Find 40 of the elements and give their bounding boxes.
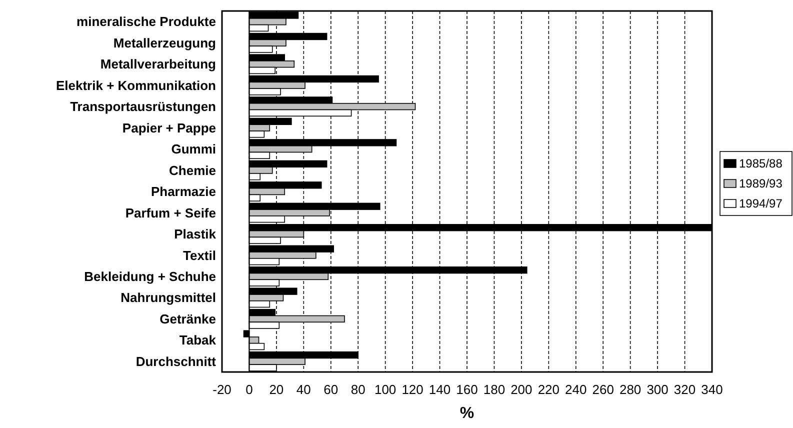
x-tick-label: 20 xyxy=(269,382,284,397)
y-tick-label: Gummi xyxy=(171,142,216,157)
x-tick-label: 140 xyxy=(428,382,451,397)
y-tick-label: Metallerzeugung xyxy=(113,35,216,50)
y-tick-label: Getränke xyxy=(160,311,216,326)
x-tick-label: 0 xyxy=(246,382,253,397)
x-tick-label: 220 xyxy=(538,382,560,397)
y-tick-label: Metallverarbeitung xyxy=(100,56,216,72)
x-tick-label: 60 xyxy=(324,382,338,397)
y-tick-label: Plastik xyxy=(174,226,217,242)
y-tick-label: Tabak xyxy=(179,332,217,348)
y-tick-label: Nahrungsmittel xyxy=(120,290,216,306)
x-tick-label: -20 xyxy=(212,382,232,397)
legend-label: 1989/93 xyxy=(739,176,783,190)
y-tick-label: Pharmazie xyxy=(150,184,216,200)
y-tick-label: Textil xyxy=(183,248,216,263)
y-tick-label: Parfum + Seife xyxy=(125,205,216,220)
x-tick-label: 80 xyxy=(350,382,366,397)
x-tick-label: 340 xyxy=(701,382,723,397)
legend-label: 1994/97 xyxy=(739,196,783,210)
y-tick-label: Elektrik + Kommunikation xyxy=(56,78,216,93)
x-tick-label: 40 xyxy=(296,382,311,397)
x-axis-title: % xyxy=(460,405,474,422)
x-tick-label: 100 xyxy=(374,382,396,397)
x-tick-label: 260 xyxy=(592,382,614,397)
y-tick-label: Chemie xyxy=(169,162,216,178)
y-tick-label: Transportausrüstungen xyxy=(70,99,216,114)
x-tick-label: 280 xyxy=(619,382,642,397)
x-tick-label: 300 xyxy=(646,382,668,397)
x-tick-label: 200 xyxy=(510,382,532,397)
x-tick-label: 160 xyxy=(456,382,478,397)
x-tick-label: 120 xyxy=(402,382,424,397)
x-tick-label: 180 xyxy=(483,382,506,397)
y-tick-label: mineralische Produkte xyxy=(76,14,216,30)
x-tick-label: 240 xyxy=(565,382,587,397)
legend-label: 1985/88 xyxy=(739,156,783,170)
y-tick-label: Durchschnitt xyxy=(136,354,217,369)
y-tick-label: Bekleidung + Schuhe xyxy=(84,268,216,284)
y-tick-label: Papier + Pappe xyxy=(122,120,216,136)
x-tick-label: 320 xyxy=(674,382,696,397)
